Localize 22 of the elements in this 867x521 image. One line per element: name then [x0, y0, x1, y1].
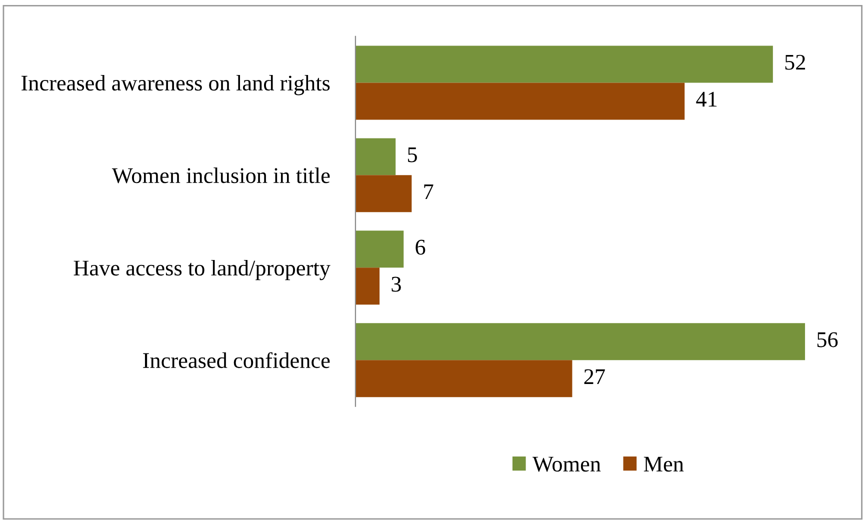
y-tick-label: Increased confidence [143, 352, 330, 368]
y-tick-label: Increased awareness on land rights [22, 75, 330, 96]
legend-label: Men [644, 456, 684, 472]
bar [355, 175, 412, 212]
bar [355, 230, 404, 268]
data-label: 6 [416, 240, 426, 255]
bar [355, 268, 380, 305]
y-tick-label: Have access to land/property [74, 260, 330, 280]
bar [355, 82, 685, 120]
legend-label: Women [532, 456, 601, 472]
y-tick-label: Women inclusion in title [112, 167, 330, 184]
data-label: 27 [584, 369, 605, 384]
data-label: 7 [424, 184, 434, 200]
bar [355, 46, 773, 83]
data-label: 56 [817, 332, 838, 348]
bar [355, 323, 806, 360]
data-label: 3 [392, 276, 401, 292]
data-label: 41 [696, 92, 717, 107]
bar [355, 138, 396, 176]
data-label: 5 [408, 147, 417, 162]
bar [355, 360, 572, 398]
data-label: 52 [785, 54, 806, 70]
